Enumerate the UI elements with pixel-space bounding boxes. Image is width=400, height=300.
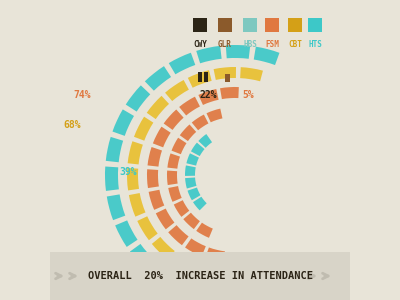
Bar — [265, 18, 279, 32]
Wedge shape — [134, 117, 153, 141]
Wedge shape — [105, 167, 119, 191]
Text: CWY: CWY — [193, 40, 207, 49]
Wedge shape — [198, 134, 212, 148]
Wedge shape — [185, 165, 196, 176]
Wedge shape — [196, 265, 219, 281]
Wedge shape — [179, 97, 200, 116]
Wedge shape — [196, 223, 213, 238]
Bar — [193, 18, 207, 32]
Wedge shape — [130, 244, 155, 270]
Bar — [218, 18, 232, 32]
Wedge shape — [193, 197, 207, 210]
Text: HBS: HBS — [243, 40, 257, 49]
Text: 74%: 74% — [73, 90, 91, 100]
Bar — [225, 74, 230, 82]
Wedge shape — [149, 190, 164, 210]
Wedge shape — [222, 271, 244, 283]
Wedge shape — [174, 200, 189, 217]
Text: 22%: 22% — [199, 90, 217, 100]
Wedge shape — [220, 87, 239, 99]
Text: 39%: 39% — [119, 167, 137, 177]
Wedge shape — [168, 225, 188, 245]
Wedge shape — [112, 110, 134, 136]
Wedge shape — [226, 45, 250, 59]
Wedge shape — [185, 238, 206, 256]
Text: GLR: GLR — [218, 40, 232, 49]
Wedge shape — [180, 124, 196, 141]
Wedge shape — [172, 254, 196, 274]
Wedge shape — [205, 248, 225, 262]
Bar — [308, 18, 322, 32]
Wedge shape — [107, 194, 125, 220]
Wedge shape — [192, 115, 208, 130]
Wedge shape — [106, 137, 123, 162]
Wedge shape — [128, 141, 143, 164]
Wedge shape — [156, 208, 174, 229]
Wedge shape — [137, 216, 158, 240]
Wedge shape — [175, 279, 202, 300]
Wedge shape — [172, 138, 186, 154]
Wedge shape — [188, 70, 212, 88]
Bar — [198, 72, 202, 82]
Wedge shape — [168, 153, 180, 169]
Wedge shape — [233, 290, 258, 300]
Wedge shape — [183, 213, 200, 229]
Wedge shape — [198, 89, 219, 105]
Bar — [288, 18, 302, 32]
Text: 68%: 68% — [63, 120, 81, 130]
Wedge shape — [188, 188, 200, 200]
Wedge shape — [167, 171, 178, 185]
Wedge shape — [127, 168, 139, 190]
Text: HTS: HTS — [308, 40, 322, 49]
Wedge shape — [165, 80, 189, 101]
Wedge shape — [206, 109, 222, 122]
Bar — [50, 252, 350, 300]
Wedge shape — [185, 178, 196, 188]
Wedge shape — [153, 127, 171, 147]
Wedge shape — [196, 46, 222, 63]
Wedge shape — [168, 186, 182, 202]
Wedge shape — [147, 169, 159, 188]
Text: FSM: FSM — [265, 40, 279, 49]
Wedge shape — [115, 220, 138, 247]
Wedge shape — [204, 289, 228, 300]
Wedge shape — [150, 264, 177, 288]
Text: CBT: CBT — [288, 40, 302, 49]
Wedge shape — [186, 153, 199, 166]
Wedge shape — [147, 96, 169, 119]
Wedge shape — [148, 147, 162, 167]
Bar — [243, 18, 257, 32]
Wedge shape — [169, 53, 195, 74]
Text: 5%: 5% — [242, 90, 254, 100]
Wedge shape — [129, 193, 146, 217]
Wedge shape — [240, 67, 263, 81]
Wedge shape — [152, 237, 175, 260]
Bar — [204, 72, 208, 82]
Wedge shape — [145, 66, 171, 91]
Text: OVERALL  20%  INCREASE IN ATTENDANCE: OVERALL 20% INCREASE IN ATTENDANCE — [88, 271, 312, 281]
Wedge shape — [191, 142, 204, 156]
Wedge shape — [126, 85, 150, 112]
Wedge shape — [164, 110, 184, 130]
Wedge shape — [214, 67, 236, 80]
Wedge shape — [254, 47, 280, 65]
